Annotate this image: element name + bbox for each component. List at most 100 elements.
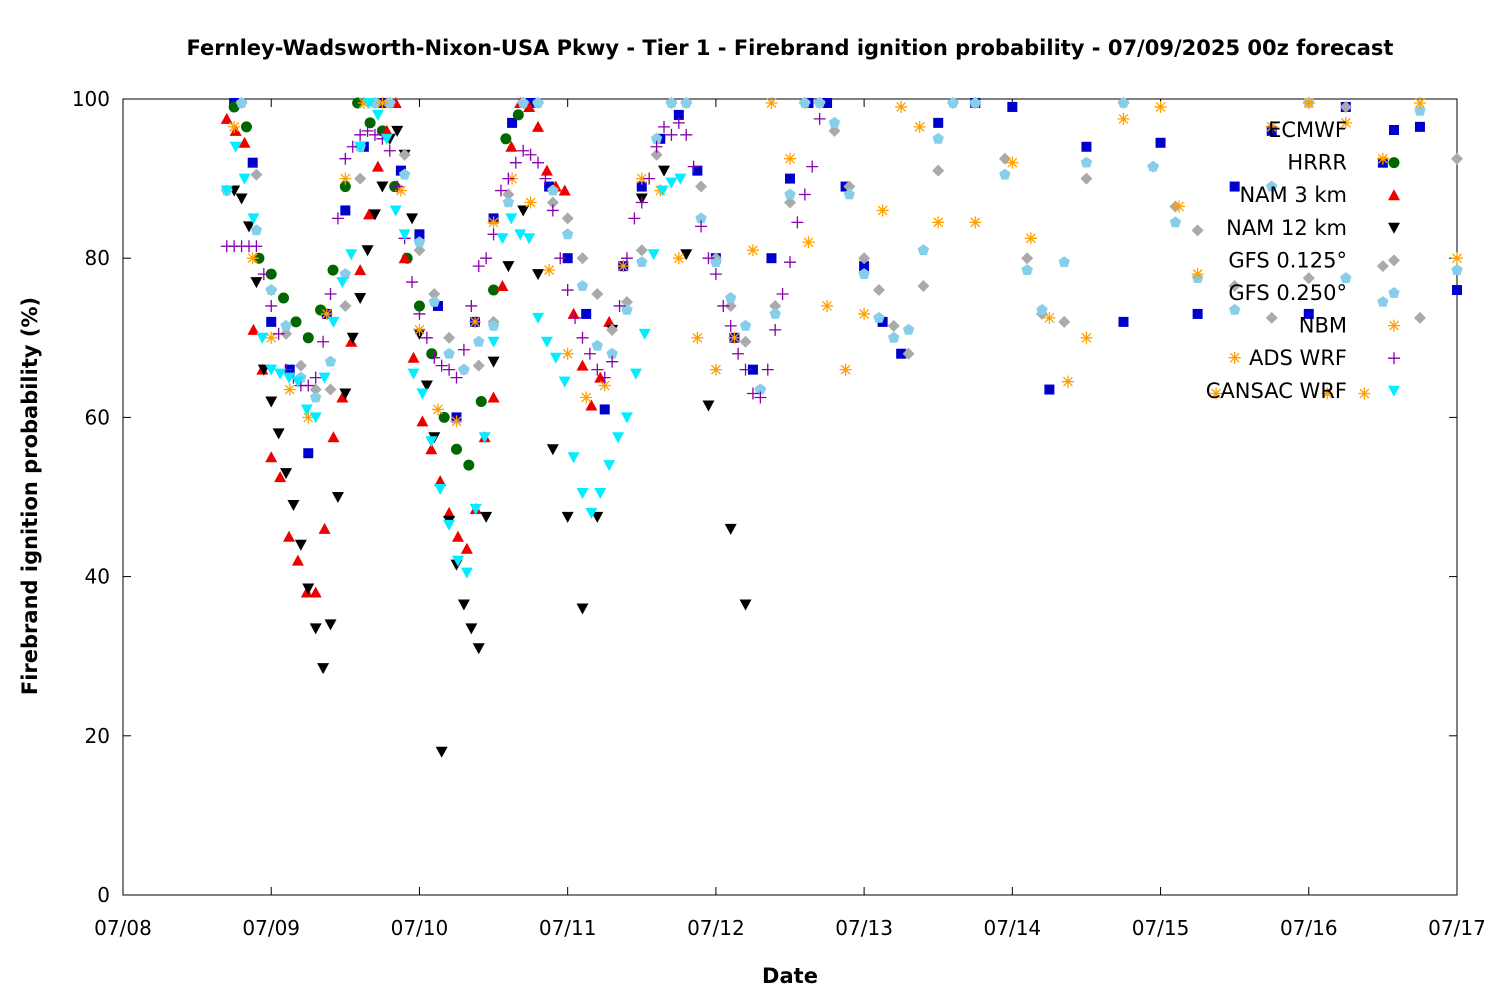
data-point bbox=[473, 335, 485, 347]
data-point bbox=[828, 116, 841, 128]
data-point bbox=[591, 288, 604, 301]
data-point bbox=[368, 128, 381, 141]
data-point bbox=[665, 177, 678, 189]
data-point bbox=[725, 292, 737, 303]
data-point bbox=[431, 403, 444, 416]
data-point bbox=[1358, 387, 1371, 400]
data-point bbox=[465, 623, 478, 635]
data-point bbox=[1081, 141, 1092, 152]
series-5 bbox=[221, 97, 1463, 403]
data-point bbox=[443, 331, 456, 344]
data-point bbox=[398, 168, 411, 180]
data-point bbox=[1340, 272, 1352, 283]
data-point bbox=[902, 323, 915, 335]
data-point bbox=[643, 172, 656, 185]
data-point bbox=[620, 295, 633, 308]
data-point bbox=[523, 233, 536, 245]
data-point bbox=[606, 323, 619, 336]
data-point bbox=[1043, 311, 1056, 324]
data-point bbox=[435, 359, 448, 372]
data-point bbox=[1154, 100, 1167, 113]
data-point bbox=[469, 503, 482, 515]
data-point bbox=[302, 411, 315, 424]
data-point bbox=[581, 308, 592, 319]
data-point bbox=[561, 347, 574, 360]
data-point bbox=[324, 619, 337, 631]
data-point bbox=[1228, 280, 1241, 293]
data-point bbox=[576, 252, 589, 265]
data-point bbox=[502, 196, 515, 208]
data-point bbox=[680, 97, 692, 108]
data-point bbox=[576, 603, 589, 615]
data-point bbox=[1007, 101, 1018, 112]
data-point bbox=[1339, 116, 1352, 129]
data-point bbox=[532, 269, 545, 281]
data-point bbox=[434, 484, 447, 496]
data-point bbox=[746, 387, 759, 400]
data-point bbox=[228, 120, 241, 133]
data-point bbox=[1321, 387, 1334, 400]
data-point bbox=[517, 144, 530, 157]
data-point bbox=[544, 181, 555, 192]
data-point bbox=[1080, 172, 1093, 185]
series-6 bbox=[228, 96, 1463, 428]
data-point bbox=[1265, 311, 1278, 324]
x-tick-label: 07/09 bbox=[242, 916, 300, 940]
data-point bbox=[1080, 156, 1093, 168]
data-point bbox=[695, 212, 707, 224]
data-point bbox=[425, 436, 438, 448]
data-point bbox=[766, 253, 777, 264]
y-tick-label: 80 bbox=[85, 246, 110, 270]
data-point bbox=[472, 359, 485, 372]
data-point bbox=[395, 165, 406, 176]
data-point bbox=[309, 623, 322, 635]
data-point bbox=[546, 444, 559, 456]
data-point bbox=[858, 252, 871, 265]
data-point bbox=[247, 157, 258, 168]
data-point bbox=[242, 221, 255, 233]
data-point bbox=[628, 212, 641, 225]
data-point bbox=[475, 395, 487, 407]
data-point bbox=[229, 124, 242, 136]
data-point bbox=[346, 140, 359, 153]
data-point bbox=[547, 184, 559, 196]
legend-marker bbox=[1388, 189, 1400, 201]
data-point bbox=[324, 355, 337, 367]
data-point bbox=[324, 383, 337, 396]
data-point bbox=[576, 488, 589, 500]
data-point bbox=[287, 499, 300, 511]
data-point bbox=[620, 412, 633, 424]
data-point bbox=[591, 363, 604, 376]
data-point bbox=[917, 244, 930, 256]
data-point bbox=[769, 307, 781, 319]
data-point bbox=[300, 586, 313, 598]
data-point bbox=[1414, 104, 1426, 116]
data-point bbox=[309, 371, 322, 384]
data-point bbox=[291, 554, 304, 566]
data-point bbox=[488, 284, 500, 296]
data-point bbox=[290, 316, 302, 328]
data-point bbox=[315, 304, 327, 316]
data-point bbox=[434, 475, 447, 487]
data-point bbox=[472, 643, 485, 655]
data-point bbox=[327, 316, 340, 328]
x-tick-label: 07/14 bbox=[984, 916, 1042, 940]
data-point bbox=[257, 268, 270, 281]
data-point bbox=[265, 284, 277, 295]
data-point bbox=[414, 229, 425, 240]
data-point bbox=[380, 133, 393, 145]
data-point bbox=[331, 212, 344, 225]
data-point bbox=[561, 212, 574, 225]
data-point bbox=[229, 141, 242, 153]
data-point bbox=[1173, 200, 1186, 213]
data-point bbox=[784, 196, 796, 209]
data-point bbox=[828, 124, 841, 137]
data-point bbox=[1303, 308, 1314, 319]
data-point bbox=[302, 332, 314, 344]
data-point bbox=[502, 172, 515, 185]
data-point bbox=[1377, 296, 1389, 307]
data-point bbox=[858, 307, 871, 320]
data-point bbox=[650, 148, 663, 161]
data-point bbox=[451, 530, 464, 542]
data-point bbox=[1376, 152, 1389, 165]
